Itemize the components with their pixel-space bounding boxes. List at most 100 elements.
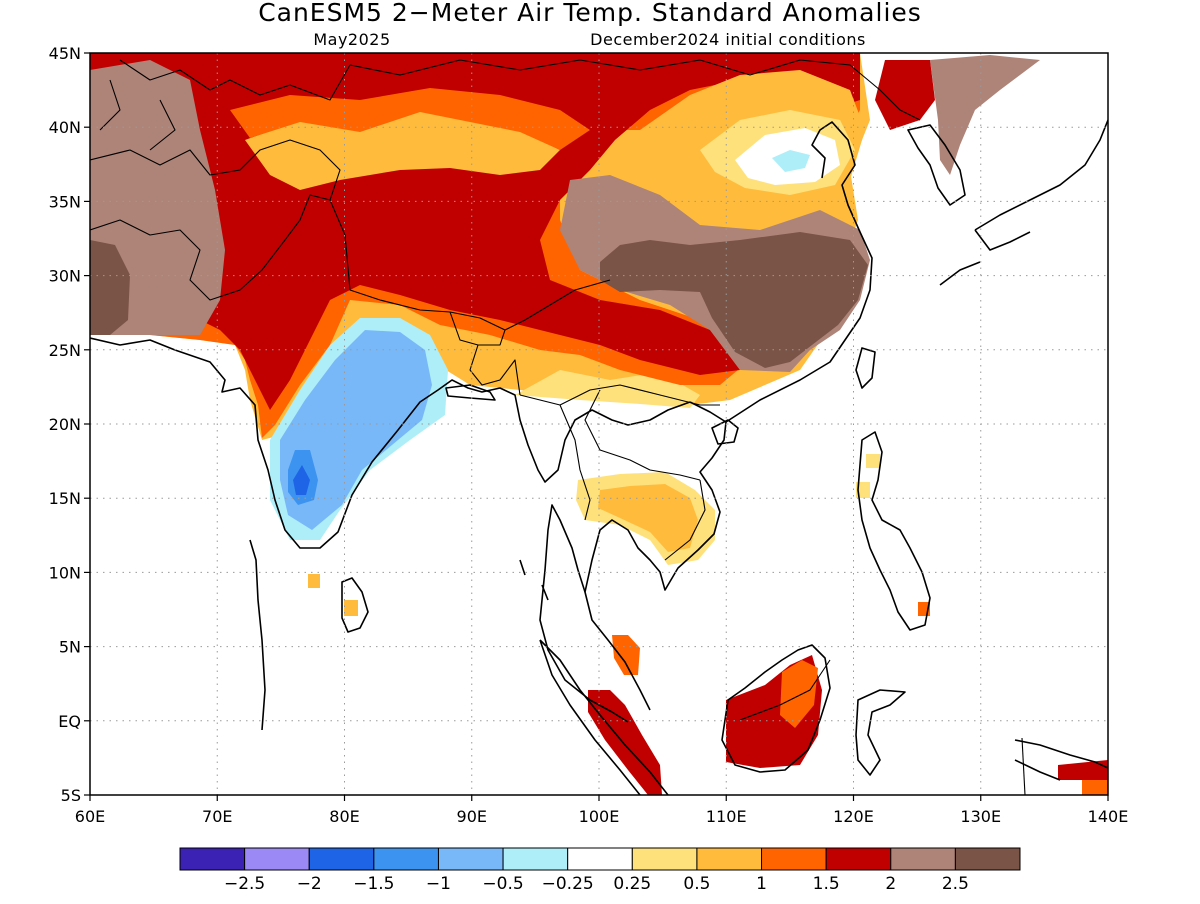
- anomaly-1-indochina: [598, 484, 698, 552]
- colorbar-label: −2.5: [224, 874, 265, 894]
- coastline-sumatra: [539, 639, 669, 795]
- lat-tick-label: 5N: [59, 638, 81, 657]
- anomaly-15-png: [1082, 780, 1108, 795]
- lon-tick-label: 60E: [75, 807, 105, 826]
- coastline-japan: [939, 119, 1108, 286]
- coastline-taiwan-hainan: [711, 347, 876, 445]
- anomaly-15-malay: [612, 635, 640, 675]
- coastline-borneo: [721, 644, 831, 773]
- graticule: [90, 53, 1108, 795]
- lon-tick-label: 70E: [202, 807, 232, 826]
- coastline-malay-peninsula: [539, 504, 629, 723]
- coastline-indian-subcontinent: [90, 337, 691, 549]
- anomaly-2-png: [1058, 760, 1108, 780]
- colorbar-swatch: [373, 847, 439, 871]
- colorbar-swatch: [954, 847, 1021, 871]
- map-field: [90, 53, 1108, 795]
- anomaly-neg15-india: [293, 465, 310, 495]
- lon-tick-label: 110E: [706, 807, 747, 826]
- colorbar-label: 0.25: [613, 874, 651, 894]
- lat-tick-label: 5S: [61, 786, 81, 805]
- valid-month-label: May2025: [313, 30, 390, 49]
- border-line: [119, 59, 351, 101]
- coastline-indochina: [584, 401, 727, 711]
- anomaly-05-band: [515, 370, 700, 408]
- lat-tick-label: 25N: [49, 341, 81, 360]
- init-conditions-label: December2024 initial conditions: [590, 30, 866, 49]
- anomaly-05-luzon: [856, 454, 880, 498]
- colorbar: −2.5 −2 −1.5 −1 −0.5 −0.25 0.25 0.5 1 1.5 2 2.5: [179, 847, 1021, 894]
- longitude-axis: 60E 70E 80E 90E 100E 110E 120E 130E 140E: [75, 795, 1129, 826]
- colorbar-swatch: [890, 847, 956, 871]
- lon-tick-label: 140E: [1088, 807, 1129, 826]
- anomaly-1-pocket-north: [245, 110, 560, 190]
- border-line: [344, 234, 611, 331]
- coastline-srilanka: [341, 577, 369, 633]
- colorbar-swatch: [761, 847, 827, 871]
- colorbar-swatch: [631, 847, 698, 871]
- colorbar-swatch: [502, 847, 569, 871]
- coastline-sundarbans: [445, 384, 496, 401]
- lat-tick-label: EQ: [58, 712, 81, 731]
- colorbar-label: 1: [756, 874, 767, 894]
- border-line: [1021, 737, 1026, 795]
- lon-tick-label: 120E: [833, 807, 874, 826]
- border-line: [99, 79, 176, 151]
- border-line: [739, 659, 831, 721]
- lat-tick-label: 20N: [49, 415, 81, 434]
- colorbar-swatch: [696, 847, 763, 871]
- lat-tick-label: 35N: [49, 192, 81, 211]
- anomaly-gt25-west: [90, 240, 130, 335]
- border-line: [664, 479, 706, 561]
- anomaly-1-srilanka: [308, 574, 358, 616]
- anomaly-15-borneo: [780, 660, 818, 728]
- anomaly-2-korea-edge: [875, 60, 935, 130]
- lat-tick-label: 10N: [49, 563, 81, 582]
- lat-tick-label: 40N: [49, 118, 81, 137]
- figure-title: CanESM5 2−Meter Air Temp. Standard Anoma…: [258, 0, 922, 27]
- colorbar-swatch: [437, 847, 504, 871]
- colorbar-label: −1.5: [353, 874, 394, 894]
- border-line: [90, 139, 341, 201]
- coastline-new-guinea: [1014, 739, 1108, 781]
- colorbar-label: −2: [297, 874, 322, 894]
- colorbar-label: 0.5: [683, 874, 710, 894]
- border-line: [349, 59, 921, 121]
- lon-tick-label: 80E: [329, 807, 359, 826]
- lon-tick-label: 130E: [960, 807, 1001, 826]
- colorbar-swatch: [244, 847, 310, 871]
- colorbar-label: −1: [426, 874, 451, 894]
- lat-tick-label: 30N: [49, 267, 81, 286]
- country-borders: [90, 59, 1026, 795]
- colorbar-label: 2: [885, 874, 896, 894]
- anomaly-2-sumatra: [588, 690, 662, 795]
- anomaly-contours: [90, 53, 1108, 795]
- colorbar-label: −0.5: [482, 874, 523, 894]
- lon-tick-label: 100E: [579, 807, 620, 826]
- colorbar-label: 1.5: [813, 874, 840, 894]
- coastline-sulawesi: [855, 689, 906, 776]
- border-line: [90, 194, 346, 301]
- anomaly-15-pocket-north: [230, 88, 590, 150]
- border-line: [584, 389, 701, 481]
- colorbar-label: −0.25: [542, 874, 594, 894]
- anomaly-25-korea: [930, 55, 1040, 175]
- coastline-korea: [907, 124, 966, 206]
- colorbar-swatch: [179, 847, 246, 871]
- latitude-axis: 45N 40N 35N 30N 25N 20N 15N 10N 5N EQ 5S: [49, 44, 90, 805]
- colorbar-swatch: [825, 847, 892, 871]
- anomaly-neg025-core: [772, 150, 810, 172]
- colorbar-label: 2.5: [942, 874, 969, 894]
- lon-tick-label: 90E: [457, 807, 487, 826]
- coastlines: [90, 119, 1108, 795]
- anomaly-gt25-east: [600, 232, 868, 368]
- colorbar-swatch: [308, 847, 375, 871]
- lat-tick-label: 45N: [49, 44, 81, 63]
- colorbar-swatch: [567, 847, 633, 871]
- coastline-philippines: [857, 431, 931, 631]
- coastline-china-east: [725, 121, 873, 423]
- coastline-bay-islands: [249, 539, 549, 731]
- lat-tick-label: 15N: [49, 489, 81, 508]
